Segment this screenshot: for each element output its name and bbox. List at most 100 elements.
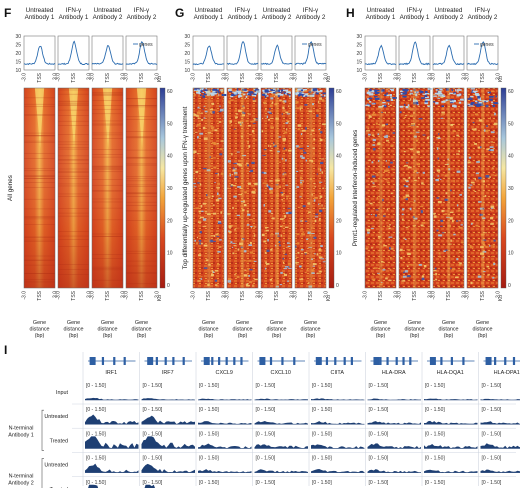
column-header: IFN-γ Antibody 2 xyxy=(296,7,326,21)
track-range-label: [0 - 1.50] xyxy=(199,456,219,462)
profile-ytick: 10 xyxy=(356,68,362,74)
track-signal xyxy=(480,398,520,400)
profile-xtick: -3.0 xyxy=(465,73,471,82)
heatmap-frame xyxy=(364,87,397,289)
profile-ytick: 20 xyxy=(184,51,190,57)
legend-label: genes xyxy=(139,42,153,48)
colorbar-tick: 50 xyxy=(336,121,342,127)
row-label: Top differentially up-regulated genes up… xyxy=(182,106,189,269)
bottom-xtick: -3.0 xyxy=(22,291,28,300)
profile-xtick: TSS xyxy=(105,72,111,82)
track-range-label: [0 - 1.50] xyxy=(312,456,332,462)
bottom-xtick: 3.0 xyxy=(324,291,330,298)
profile-xtick: -3.0 xyxy=(56,73,62,82)
heatmap-frame xyxy=(23,87,56,289)
bottom-xtick: -3.0 xyxy=(259,291,265,300)
colorbar-tick: 20 xyxy=(508,218,514,224)
gene-label: HLA-DPA1 xyxy=(494,370,520,376)
bottom-xtick: -3.0 xyxy=(465,291,471,300)
profile-ytick: 30 xyxy=(15,34,21,40)
heatmap-body xyxy=(294,87,327,289)
profile-xtick: 3.0 xyxy=(462,73,468,80)
track-signal xyxy=(311,469,365,473)
colorbar-tick: 30 xyxy=(508,186,514,192)
colorbar-tick: 10 xyxy=(167,251,173,257)
track-range-label: [0 - 1.50] xyxy=(482,456,502,462)
x-axis-label: Gene distance (bp) xyxy=(97,320,117,339)
track-signal xyxy=(85,414,139,425)
track-signal xyxy=(480,443,520,449)
heatmap-column: Untreated Antibody 1-3.0 TSS 3.0-3.0 TSS 3.0G… xyxy=(191,7,228,339)
gene-label: CXCL10 xyxy=(271,370,291,376)
profile-xtick: TSS xyxy=(206,72,212,82)
panel-label: H xyxy=(346,6,355,20)
x-axis-label: Gene distance (bp) xyxy=(29,320,49,339)
x-axis-label: Gene distance (bp) xyxy=(232,320,252,339)
profile-ytick: 10 xyxy=(184,68,190,74)
colorbar-tick: 20 xyxy=(336,218,342,224)
panel-label: I xyxy=(4,343,7,357)
profile-line xyxy=(398,41,431,66)
x-axis-label: Gene distance (bp) xyxy=(198,320,218,339)
heatmap-panel-h: H 30 25 20 15 10 Untreated Antibody 1 -3.0 TSS 3.0… xyxy=(346,6,514,339)
row-label: Prmt1-regulated interferon-induced genes xyxy=(352,130,359,247)
profile-xtick: 3.0 xyxy=(290,73,296,80)
legend-label: genes xyxy=(308,42,322,48)
track-signal xyxy=(311,398,365,400)
heatmap-column: Untreated Antibody 2-3.0 TSS 3.0-3.0 TSS 3.0G… xyxy=(259,7,296,339)
profile-line xyxy=(23,45,56,66)
profile-xtick: -3.0 xyxy=(225,73,231,82)
track-range-label: [0 - 1.50] xyxy=(86,383,106,389)
track-range-label: [0 - 1.50] xyxy=(143,431,163,437)
profile-frame xyxy=(260,35,293,71)
profile-xtick: -3.0 xyxy=(431,73,437,82)
track-signal xyxy=(367,398,421,400)
track-signal xyxy=(198,469,252,473)
gene-model: CIITA xyxy=(314,357,362,376)
track-range-label: [0 - 1.50] xyxy=(256,407,276,413)
profile-xtick: TSS xyxy=(308,72,314,82)
track-signal xyxy=(311,444,365,449)
bottom-xtick: 3.0 xyxy=(394,291,400,298)
row-label: All genes xyxy=(7,175,14,201)
heatmap-frame xyxy=(432,87,465,289)
track-signal xyxy=(367,469,421,473)
group-bracket xyxy=(41,458,44,488)
profile-line xyxy=(466,41,499,66)
bottom-xtick: -3.0 xyxy=(397,291,403,300)
track-range-label: [0 - 1.50] xyxy=(369,480,389,486)
profile-line xyxy=(364,44,397,66)
profile-ytick: 15 xyxy=(184,60,190,66)
bottom-xtick: 3.0 xyxy=(496,291,502,298)
bottom-xtick: 3.0 xyxy=(155,291,161,298)
heatmap-frame xyxy=(260,87,293,289)
track-range-label: [0 - 1.50] xyxy=(86,407,106,413)
colorbar-tick: 40 xyxy=(508,154,514,160)
track-range-label: [0 - 1.50] xyxy=(256,431,276,437)
heatmap-frame xyxy=(192,87,225,289)
profile-xtick: 3.0 xyxy=(121,73,127,80)
heatmap-body xyxy=(432,87,465,289)
profile-xtick: -3.0 xyxy=(90,73,96,82)
column-header: IFN-γ Antibody 1 xyxy=(59,7,89,21)
column-header: Untreated Antibody 1 xyxy=(25,7,55,21)
profile-xtick: 3.0 xyxy=(324,73,330,80)
bottom-xtick: TSS xyxy=(446,290,452,300)
profile-ytick: 15 xyxy=(15,60,21,66)
gene-model: HLA-DRA xyxy=(370,357,418,376)
gene-model: IRF7 xyxy=(144,357,192,376)
track-label: Treated xyxy=(50,438,68,444)
x-axis-label: Gene distance (bp) xyxy=(472,320,492,339)
profile-ytick: 20 xyxy=(356,51,362,57)
colorbar-tick: 20 xyxy=(167,218,173,224)
column-header: IFN-γ Antibody 1 xyxy=(228,7,258,21)
track-range-label: [0 - 1.50] xyxy=(482,383,502,389)
bottom-xtick: -3.0 xyxy=(293,291,299,300)
profile-xtick: TSS xyxy=(37,72,43,82)
heatmap-body xyxy=(192,87,227,289)
track-range-label: [0 - 1.50] xyxy=(199,383,219,389)
gene-model: HLA-DQA1 xyxy=(427,357,475,376)
track-range-label: [0 - 1.50] xyxy=(369,456,389,462)
